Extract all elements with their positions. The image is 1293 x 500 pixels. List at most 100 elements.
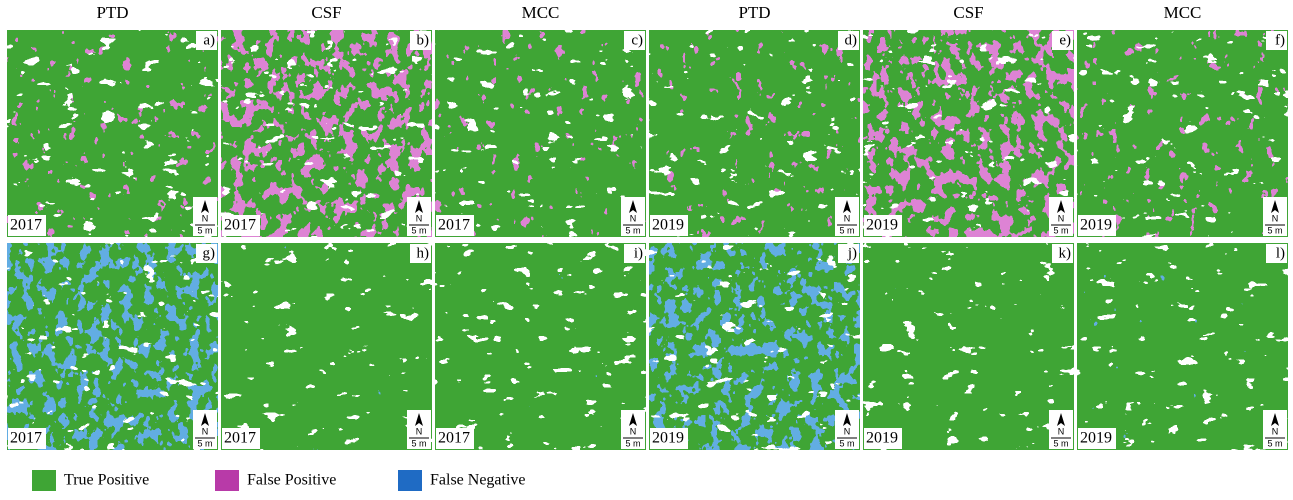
label-box — [1266, 244, 1287, 263]
north-label: N — [844, 213, 851, 223]
panel-label: b) — [417, 32, 430, 48]
north-label: N — [202, 213, 209, 223]
column-header: PTD — [96, 3, 128, 22]
panel-label: f) — [1275, 32, 1285, 48]
year-label: 2017 — [224, 217, 256, 234]
north-label: N — [1272, 426, 1279, 436]
no-data-pixels — [1077, 30, 1288, 237]
year-box — [8, 215, 46, 236]
map-panel: k) 2019 N 5 m — [863, 243, 1074, 450]
year-box — [650, 428, 688, 449]
label-box — [410, 244, 431, 263]
column-header: PTD — [738, 3, 770, 22]
no-data-pixels — [649, 30, 860, 237]
year-label: 2019 — [652, 430, 684, 447]
no-data-pixels — [649, 243, 860, 450]
year-box — [864, 428, 902, 449]
scale-label: 5 m — [197, 225, 212, 235]
scale-label: 5 m — [197, 438, 212, 448]
label-box — [196, 244, 217, 263]
label-box — [410, 31, 431, 50]
north-arrow — [1057, 200, 1065, 213]
scale-label: 5 m — [839, 438, 854, 448]
year-box — [222, 428, 260, 449]
label-box — [1052, 31, 1073, 50]
year-label: 2017 — [438, 217, 470, 234]
no-data-pixels — [7, 243, 218, 450]
label-box — [838, 31, 859, 50]
year-box — [1078, 215, 1116, 236]
year-label: 2019 — [866, 430, 898, 447]
map-panel: a) 2017 N 5 m — [7, 30, 218, 237]
label-box — [1266, 31, 1287, 50]
no-data-pixels — [435, 243, 646, 450]
map-panel: b) 2017 N 5 m — [221, 30, 432, 237]
label-box — [624, 244, 645, 263]
legend-label: False Positive — [247, 472, 336, 489]
north-label: N — [416, 426, 423, 436]
panel-label: i) — [634, 245, 643, 261]
panel-label: j) — [847, 245, 857, 261]
north-label: N — [630, 213, 637, 223]
year-box — [436, 428, 474, 449]
no-data-pixels — [1077, 243, 1288, 450]
scale-label: 5 m — [625, 225, 640, 235]
no-data-pixels — [863, 30, 1074, 237]
year-label: 2019 — [866, 217, 898, 234]
no-data-pixels — [863, 243, 1074, 450]
map-panel: j) 2019 N 5 m — [649, 243, 860, 450]
year-box — [222, 215, 260, 236]
legend-swatch — [398, 470, 422, 491]
scale-label: 5 m — [411, 225, 426, 235]
year-label: 2017 — [224, 430, 256, 447]
scale-label: 5 m — [411, 438, 426, 448]
panel-label: g) — [203, 245, 216, 261]
north-label: N — [844, 426, 851, 436]
north-label: N — [1272, 213, 1279, 223]
scale-label: 5 m — [839, 225, 854, 235]
map-panel: h) 2017 N 5 m — [221, 243, 432, 450]
north-label: N — [1058, 213, 1065, 223]
year-label: 2017 — [438, 430, 470, 447]
column-header: MCC — [1164, 3, 1202, 22]
north-arrow — [629, 413, 637, 426]
year-box — [436, 215, 474, 236]
panel-label: c) — [631, 32, 643, 48]
north-arrow — [201, 413, 209, 426]
no-data-pixels — [435, 30, 646, 237]
panel-label: h) — [417, 245, 430, 261]
north-label: N — [416, 213, 423, 223]
year-box — [8, 428, 46, 449]
no-data-pixels — [221, 30, 432, 237]
year-label: 2019 — [1080, 217, 1112, 234]
north-label: N — [1058, 426, 1065, 436]
year-box — [1078, 428, 1116, 449]
scale-label: 5 m — [1053, 225, 1068, 235]
legend-swatch — [32, 470, 56, 491]
year-label: 2017 — [10, 430, 42, 447]
year-box — [650, 215, 688, 236]
north-arrow — [1271, 413, 1279, 426]
map-panel: e) 2019 N 5 m — [863, 30, 1074, 237]
north-label: N — [630, 426, 637, 436]
map-panel: d) 2019 N 5 m — [649, 30, 860, 237]
north-arrow — [1057, 413, 1065, 426]
scale-label: 5 m — [1267, 225, 1282, 235]
year-label: 2019 — [1080, 430, 1112, 447]
scale-label: 5 m — [1053, 438, 1068, 448]
legend-swatch — [215, 470, 239, 491]
year-label: 2019 — [652, 217, 684, 234]
column-header: MCC — [522, 3, 560, 22]
north-arrow — [415, 413, 423, 426]
north-arrow — [843, 413, 851, 426]
year-box — [864, 215, 902, 236]
column-header: CSF — [311, 3, 341, 22]
north-label: N — [202, 426, 209, 436]
year-label: 2017 — [10, 217, 42, 234]
legend-label: False Negative — [430, 472, 526, 489]
map-panel: l) 2019 N 5 m — [1077, 243, 1288, 450]
panel-label: a) — [203, 32, 215, 48]
map-panel: g) 2017 N 5 m — [7, 243, 218, 450]
no-data-pixels — [221, 243, 432, 450]
